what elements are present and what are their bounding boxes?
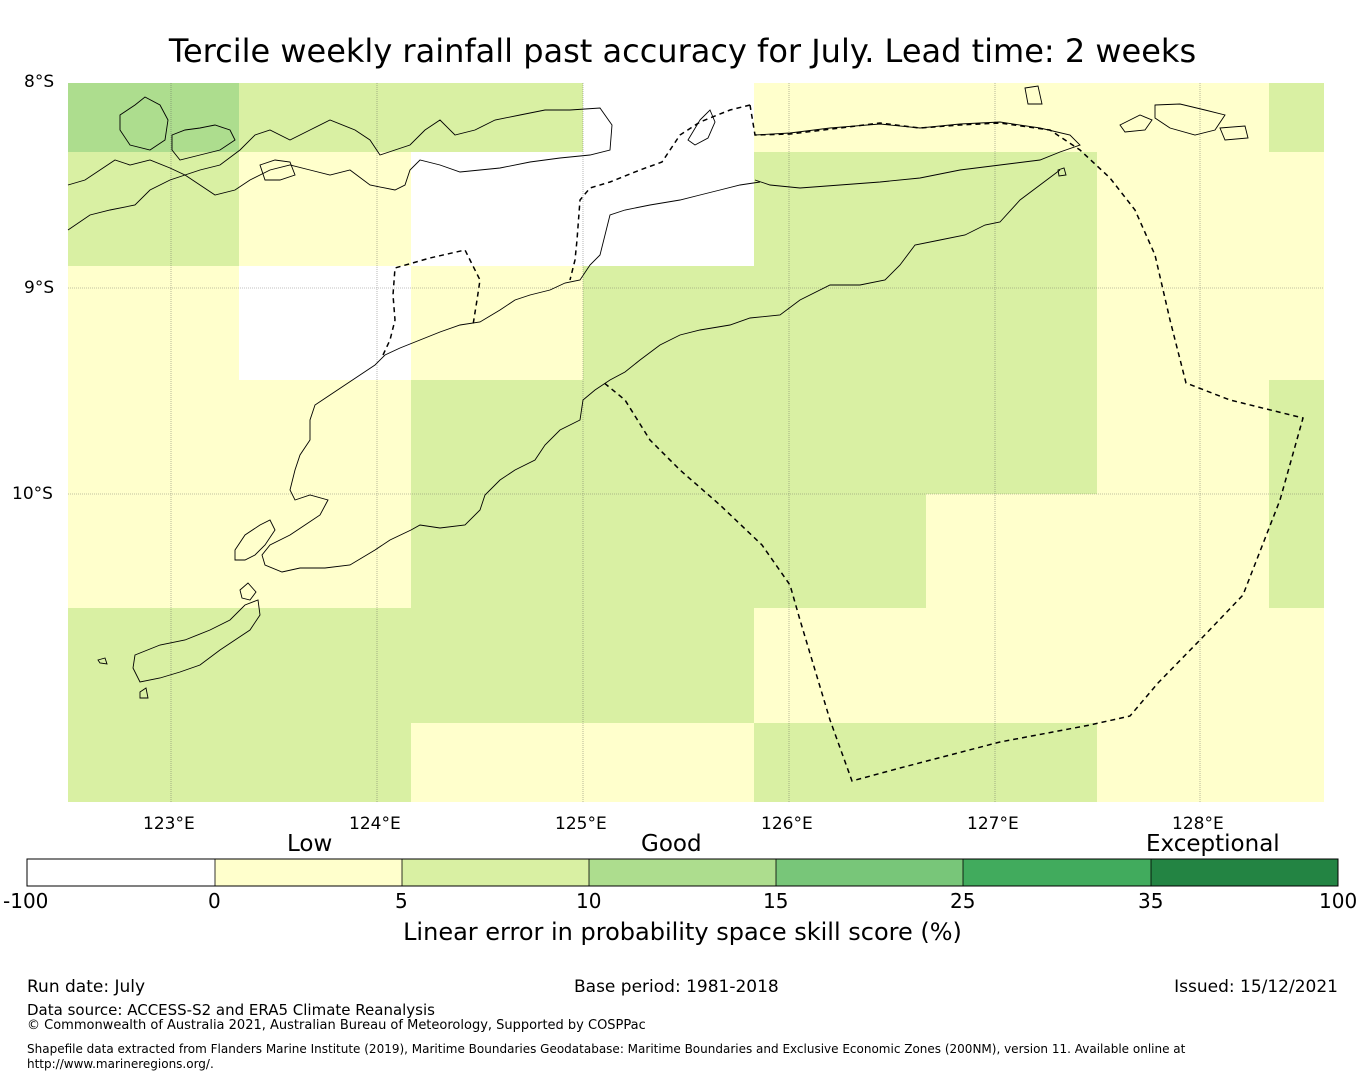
grid-cell [754, 152, 1097, 266]
grid-cell [411, 494, 926, 608]
colorbar-category-low: Low [287, 831, 333, 857]
grid-cell [754, 608, 1324, 723]
colorbar-tick: 100 [1319, 889, 1358, 913]
grid-cell [926, 494, 1269, 608]
colorbar-tick: 25 [950, 889, 976, 913]
grid-cell [239, 152, 411, 266]
grid-cell [1097, 723, 1324, 802]
colorbar-swatch [776, 859, 963, 886]
grid-cell [68, 152, 239, 266]
colorbar-title: Linear error in probability space skill … [403, 918, 962, 946]
grid-cell [68, 494, 411, 608]
lon-label: 125°E [555, 814, 607, 834]
colorbar-category-good: Good [641, 831, 702, 857]
lat-label: 10°S [12, 484, 53, 504]
colorbar-swatch [215, 859, 402, 886]
lon-label: 124°E [349, 814, 401, 834]
shapefile-credit: Shapefile data extracted from Flanders M… [27, 1042, 1186, 1056]
grid-cell [68, 83, 239, 152]
grid-cell [1097, 152, 1324, 266]
run-date: Run date: July [27, 977, 146, 997]
coastlines [67, 85, 1249, 699]
grid-cell [1269, 83, 1324, 152]
grid-cell [411, 266, 583, 380]
colorbar-tick: 5 [395, 889, 408, 913]
lat-label: 9°S [24, 278, 55, 298]
lon-label: 127°E [967, 814, 1019, 834]
grid-cell [1269, 380, 1324, 494]
chart-title: Tercile weekly rainfall past accuracy fo… [168, 32, 1197, 70]
colorbar-tick: 0 [208, 889, 221, 913]
shapefile-url: http://www.marineregions.org/. [27, 1057, 214, 1071]
colorbar-swatch [27, 859, 215, 886]
lon-label: 128°E [1172, 814, 1224, 834]
grid-cell [68, 266, 239, 380]
colorbar-tick: 15 [763, 889, 789, 913]
grid-cell [68, 380, 411, 494]
grid-cell [754, 83, 1269, 152]
copyright: © Commonwealth of Australia 2021, Austra… [27, 1018, 646, 1033]
grid-cell [1269, 494, 1324, 608]
gridlines [68, 83, 1324, 802]
grid-cell [754, 723, 1097, 802]
colorbar [26, 858, 1339, 887]
grid-cell [411, 152, 754, 266]
colorbar-swatch [963, 859, 1151, 886]
grid-cell [583, 83, 754, 152]
colorbar-border [26, 858, 1339, 887]
colorbar-swatch [1151, 859, 1338, 886]
grid-cell [239, 266, 411, 380]
data-source: Data source: ACCESS-S2 and ERA5 Climate … [27, 1001, 435, 1019]
colorbar-category-exceptional: Exceptional [1146, 831, 1280, 857]
colorbar-tick: 35 [1138, 889, 1164, 913]
lon-label: 123°E [143, 814, 195, 834]
grid-cell [583, 266, 1097, 380]
grid-cell [1097, 380, 1269, 494]
base-period: Base period: 1981-2018 [574, 977, 779, 997]
colorbar-tick: -100 [3, 889, 49, 913]
issued-date: Issued: 15/12/2021 [1174, 977, 1338, 997]
colorbar-dividers [214, 859, 1152, 886]
colorbar-tick: 10 [576, 889, 602, 913]
grid-cell [411, 380, 1097, 494]
lon-label: 126°E [761, 814, 813, 834]
colorbar-swatch [589, 859, 776, 886]
grid-cell [1097, 266, 1324, 380]
colorbar-swatch [402, 859, 589, 886]
lat-label: 8°S [24, 72, 55, 92]
grid-cell [68, 608, 754, 723]
grid-cell [411, 723, 754, 802]
map-area [67, 83, 1324, 802]
grid-cell [239, 83, 583, 152]
eez-boundary [382, 104, 1304, 782]
grid-cell [68, 723, 411, 802]
skill-grid [68, 83, 1324, 802]
